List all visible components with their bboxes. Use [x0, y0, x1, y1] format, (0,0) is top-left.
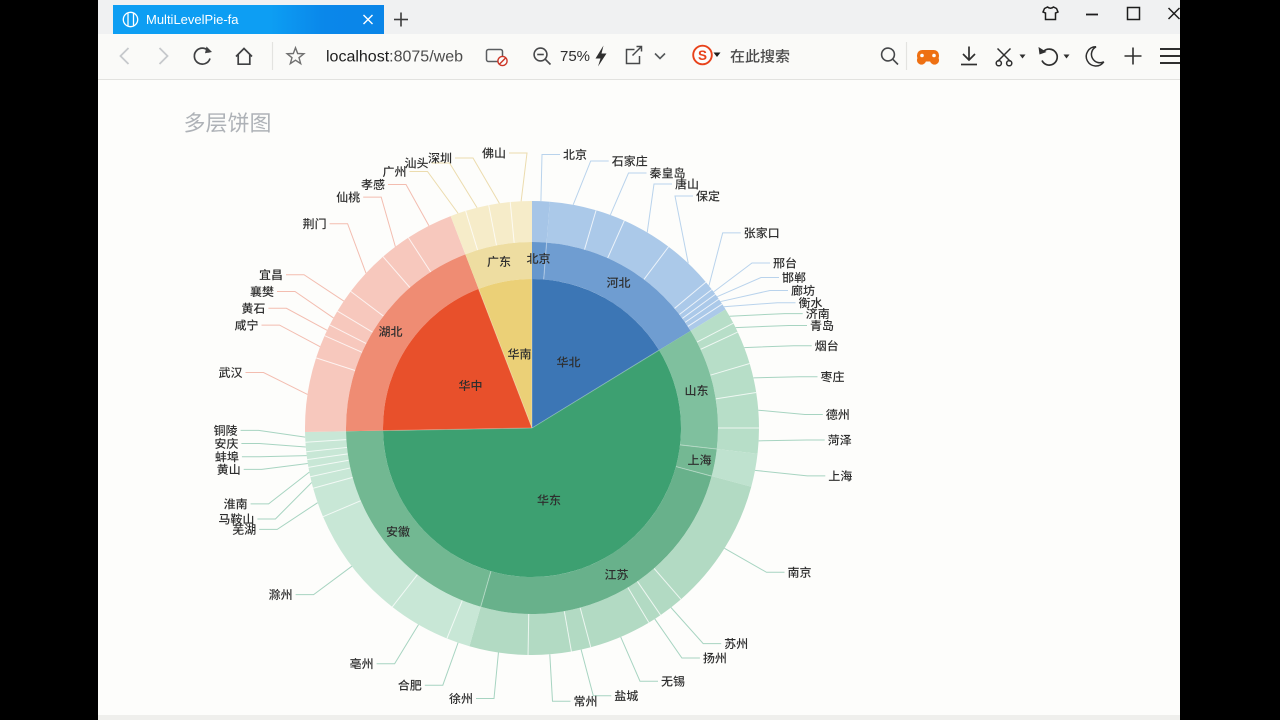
svg-text:MultiLevelPie-fa: MultiLevelPie-fa	[146, 12, 239, 27]
svg-text:S: S	[698, 48, 707, 63]
svg-text:75%: 75%	[560, 48, 590, 65]
svg-text:localhost:8075/web: localhost:8075/web	[326, 49, 463, 66]
